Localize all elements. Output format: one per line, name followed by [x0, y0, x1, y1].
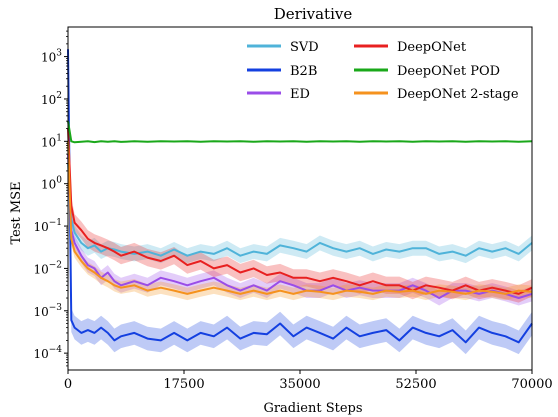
y-tick-label: 101: [41, 133, 62, 149]
x-tick-label: 17500: [163, 377, 204, 392]
series-line-svd: [67, 163, 533, 257]
x-tick-label: 0: [64, 377, 72, 392]
legend-label-ed: ED: [290, 87, 310, 102]
x-tick-label: 52500: [395, 377, 436, 392]
y-axis: 10−4 10−3 10−2 10−1 100 101 102 103: [33, 30, 68, 367]
band-deeponet: [68, 128, 532, 303]
band-svd: [68, 163, 532, 264]
x-axis: 0 17500 35000 52500 70000: [64, 370, 553, 392]
chart-title: Derivative: [274, 5, 353, 23]
series-line-deeponet: [67, 128, 533, 295]
legend: SVD B2B ED DeepONet DeepONet POD DeepONet 2-s…: [247, 40, 519, 102]
y-tick-label: 103: [41, 49, 62, 65]
y-tick-label: 10−3: [33, 303, 62, 319]
y-tick-label: 10−1: [33, 218, 62, 234]
band-b2b: [68, 49, 532, 355]
y-tick-label: 102: [41, 91, 62, 107]
x-axis-label: Gradient Steps: [263, 401, 362, 416]
series-line-ed: [67, 154, 533, 299]
band-deeponet-pod: [68, 121, 532, 143]
x-tick-label: 70000: [511, 377, 552, 392]
x-tick-label: 35000: [279, 377, 320, 392]
y-axis-label: Test MSE: [9, 181, 24, 244]
y-tick-label: 10−2: [33, 260, 62, 276]
legend-label-b2b: B2B: [290, 64, 317, 79]
legend-label-deeponet-2-stage: DeepONet 2-stage: [397, 87, 519, 102]
series-line-deeponet-2-stage: [67, 141, 533, 295]
legend-label-deeponet: DeepONet: [397, 40, 467, 55]
series-lines: [67, 49, 533, 344]
y-tick-label: 10−4: [33, 345, 62, 361]
legend-label-deeponet-pod: DeepONet POD: [397, 64, 500, 79]
series-line-deeponet-pod: [67, 120, 533, 144]
y-tick-label: 100: [41, 176, 62, 192]
series-line-b2b: [67, 49, 533, 344]
legend-label-svd: SVD: [290, 40, 319, 55]
